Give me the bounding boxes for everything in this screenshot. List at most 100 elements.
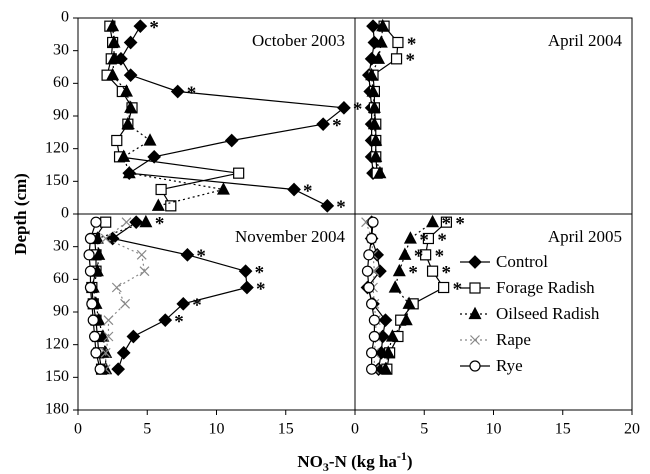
marker <box>111 362 126 377</box>
significance-mark: * <box>419 230 429 251</box>
panel-title: November 2004 <box>235 227 346 246</box>
marker <box>366 347 378 359</box>
marker <box>117 149 131 162</box>
marker <box>216 182 230 195</box>
marker <box>402 296 416 309</box>
marker <box>373 264 387 279</box>
series-line <box>106 26 239 207</box>
panel-title: April 2004 <box>548 31 623 50</box>
marker <box>337 100 351 115</box>
marker <box>133 19 148 34</box>
marker <box>124 100 138 113</box>
marker <box>155 183 167 196</box>
marker <box>120 298 131 309</box>
marker <box>369 133 383 146</box>
x-tick-label: 10 <box>209 421 225 438</box>
legend-marker <box>469 360 481 372</box>
marker <box>378 313 393 328</box>
y-tick-label: 30 <box>53 41 69 58</box>
series-line <box>368 26 375 174</box>
y-tick-label: 60 <box>53 74 69 91</box>
legend-marker <box>468 255 482 269</box>
marker <box>367 116 381 130</box>
x-tick-label: 5 <box>143 421 151 438</box>
marker <box>84 232 97 245</box>
marker <box>106 18 120 32</box>
legend-marker <box>470 335 480 345</box>
marker <box>372 51 386 64</box>
marker <box>123 35 138 50</box>
marker <box>84 265 97 277</box>
marker <box>176 296 191 311</box>
x-label-part: 3 <box>323 460 329 474</box>
marker <box>136 249 147 260</box>
marker <box>369 149 383 162</box>
series-line <box>384 221 433 370</box>
marker <box>376 18 390 32</box>
marker <box>399 312 413 326</box>
marker <box>170 84 185 99</box>
significance-mark: * <box>192 295 202 316</box>
marker <box>374 35 388 48</box>
x-label-part: ) <box>407 452 413 471</box>
x-label-part: -N (kg ha <box>329 452 398 471</box>
legend-label: Oilseed Radish <box>496 304 600 323</box>
series-line <box>372 25 399 174</box>
marker <box>381 345 395 358</box>
marker <box>100 347 111 358</box>
panel-title: April 2005 <box>548 227 622 246</box>
marker <box>363 249 375 261</box>
x-tick-label: 20 <box>624 421 640 438</box>
marker <box>392 263 406 277</box>
significance-mark: * <box>437 230 447 251</box>
significance-mark: * <box>408 263 418 284</box>
y-tick-label: 30 <box>53 237 69 254</box>
marker <box>105 231 120 246</box>
marker <box>90 216 102 228</box>
y-tick-label: 150 <box>45 368 69 385</box>
x-tick-label: 0 <box>351 421 359 438</box>
marker <box>147 149 162 164</box>
marker <box>366 363 378 375</box>
series-line <box>91 221 107 370</box>
significance-mark: * <box>332 116 342 137</box>
marker <box>151 198 165 211</box>
marker <box>103 331 114 342</box>
marker <box>143 133 157 146</box>
significance-mark: * <box>414 246 424 267</box>
series-line <box>386 221 447 370</box>
marker <box>361 265 374 277</box>
x-label-part: -1 <box>397 449 407 463</box>
legend-label: Rape <box>496 330 531 349</box>
marker <box>366 19 380 34</box>
marker <box>103 315 114 326</box>
y-tick-label: 0 <box>61 205 69 222</box>
marker <box>240 280 254 295</box>
marker <box>139 266 150 277</box>
significance-mark: * <box>303 181 313 202</box>
marker <box>390 53 403 65</box>
series-line <box>366 222 375 370</box>
significance-mark: * <box>453 279 463 300</box>
marker <box>119 84 133 97</box>
significance-mark: * <box>442 263 452 284</box>
marker <box>233 167 245 179</box>
marker <box>83 249 95 261</box>
marker <box>366 232 378 245</box>
marker <box>107 51 121 64</box>
marker <box>121 217 132 228</box>
marker <box>368 314 380 326</box>
legend-marker <box>468 306 482 320</box>
marker <box>139 214 153 228</box>
marker <box>122 165 136 179</box>
x-tick-label: 5 <box>420 421 428 438</box>
marker <box>398 247 412 260</box>
y-tick-label: 0 <box>61 9 69 26</box>
marker <box>100 233 111 244</box>
marker <box>366 298 378 310</box>
marker <box>363 281 375 294</box>
series-line <box>88 221 101 370</box>
y-tick-label: 120 <box>45 139 69 156</box>
series-line <box>365 221 377 370</box>
x-label-part: NO <box>297 452 323 471</box>
